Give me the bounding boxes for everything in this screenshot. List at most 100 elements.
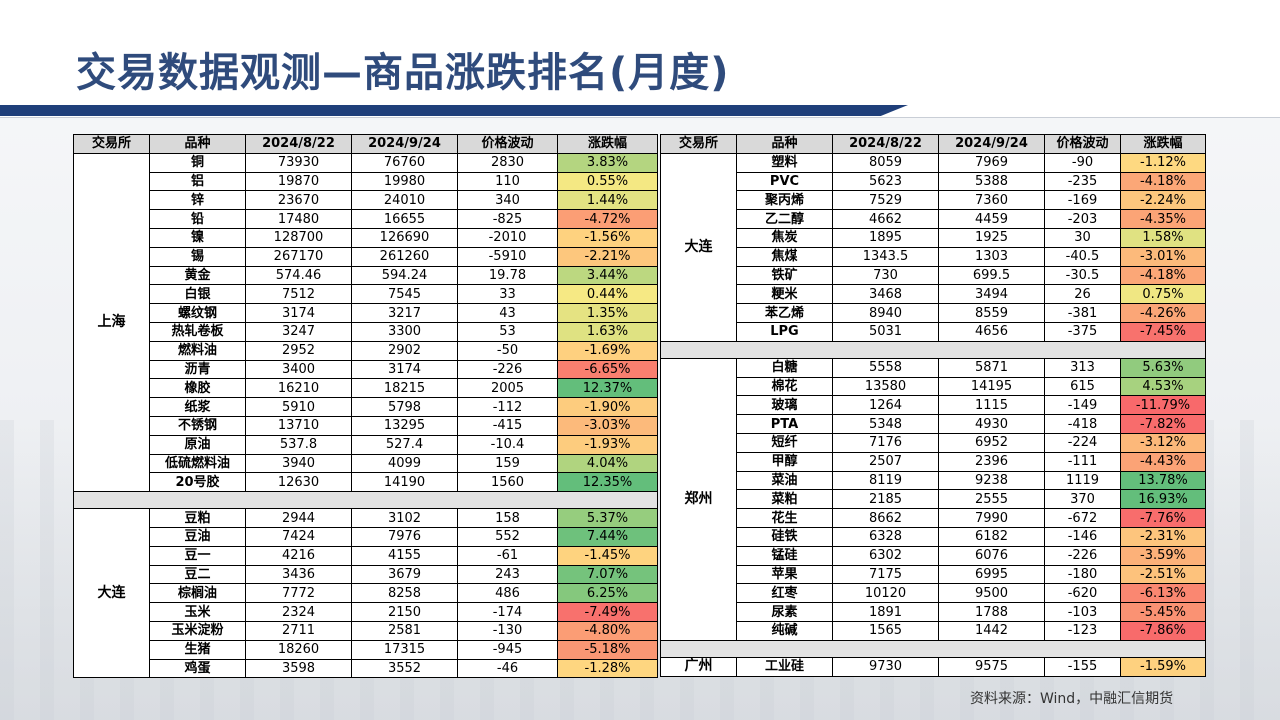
- group-separator-row: [73, 491, 658, 510]
- pct-change-cell: -5.45%: [1120, 602, 1206, 622]
- commodity-name-cell: 棕榈油: [149, 583, 246, 604]
- pct-change-cell: -7.86%: [1120, 620, 1206, 641]
- price-change-cell: 43: [457, 303, 558, 323]
- price-start-cell: 730: [832, 265, 939, 286]
- commodity-name-cell: 锡: [149, 246, 246, 267]
- pct-change-cell: -4.26%: [1120, 303, 1206, 323]
- price-end-cell: 6995: [938, 564, 1045, 585]
- price-end-cell: 18215: [351, 378, 458, 399]
- pct-change-cell: -4.72%: [557, 209, 658, 229]
- price-change-cell: 158: [457, 508, 558, 528]
- pct-change-cell: 1.58%: [1120, 227, 1206, 248]
- page-title: 交易数据观测—商品涨跌排名(月度): [76, 50, 730, 96]
- table-row: PVC 5623 5388 -235 -4.18%: [661, 171, 1206, 192]
- price-change-cell: 159: [457, 453, 558, 474]
- table-row: 苯乙烯 8940 8559 -381 -4.26%: [661, 303, 1206, 323]
- pct-change-cell: -7.82%: [1120, 414, 1206, 434]
- commodity-name-cell: 豆二: [149, 564, 246, 585]
- price-end-cell: 4930: [938, 414, 1045, 434]
- table-row: 镍 128700 126690 -2010 -1.56%: [74, 227, 658, 248]
- table-row: PTA 5348 4930 -418 -7.82%: [661, 414, 1206, 434]
- pct-change-cell: 4.53%: [1120, 376, 1206, 397]
- price-change-cell: -130: [457, 620, 558, 641]
- price-end-cell: 14195: [938, 376, 1045, 397]
- commodity-name-cell: 聚丙烯: [736, 190, 833, 211]
- commodity-name-cell: LPG: [736, 321, 833, 342]
- price-start-cell: 1891: [832, 602, 939, 622]
- table-row: 铁矿 730 699.5 -30.5 -4.18%: [661, 265, 1206, 286]
- separator-cell: [73, 491, 658, 510]
- pct-change-cell: -1.59%: [1120, 656, 1206, 677]
- price-end-cell: 2555: [938, 489, 1045, 510]
- commodity-name-cell: 锰硅: [736, 545, 833, 566]
- table-row: 螺纹钢 3174 3217 43 1.35%: [74, 303, 658, 323]
- exchange-cell: 广州: [660, 656, 737, 677]
- price-change-cell: -30.5: [1044, 265, 1121, 286]
- pct-change-cell: -1.69%: [557, 340, 658, 361]
- price-change-cell: -146: [1044, 526, 1121, 547]
- price-start-cell: 6302: [832, 545, 939, 566]
- table-row: 花生 8662 7990 -672 -7.76%: [661, 508, 1206, 528]
- table-row: 甲醇 2507 2396 -111 -4.43%: [661, 451, 1206, 472]
- table-row: 热轧卷板 3247 3300 53 1.63%: [74, 321, 658, 342]
- pct-change-cell: -7.76%: [1120, 508, 1206, 528]
- price-start-cell: 6328: [832, 526, 939, 547]
- price-change-cell: -61: [457, 545, 558, 566]
- price-end-cell: 2150: [351, 602, 458, 622]
- header-pct-change: 涨跌幅: [557, 134, 658, 154]
- price-end-cell: 2581: [351, 620, 458, 641]
- price-end-cell: 1303: [938, 246, 1045, 267]
- price-end-cell: 3300: [351, 321, 458, 342]
- price-change-cell: -5910: [457, 246, 558, 267]
- price-change-cell: -226: [1044, 545, 1121, 566]
- price-change-cell: -90: [1044, 152, 1121, 173]
- table-row: 上海铜 73930 76760 2830 3.83%: [73, 152, 658, 493]
- title-underline-bar: [0, 105, 908, 116]
- commodity-name-cell: 花生: [736, 508, 833, 528]
- header-date-start: 2024/8/22: [832, 134, 939, 154]
- price-end-cell: 699.5: [938, 265, 1045, 286]
- price-end-cell: 9238: [938, 470, 1045, 491]
- pct-change-cell: -4.80%: [557, 620, 658, 641]
- pct-change-cell: -1.45%: [557, 545, 658, 566]
- price-end-cell: 17315: [351, 639, 458, 660]
- price-change-cell: -418: [1044, 414, 1121, 434]
- commodity-name-cell: 红枣: [736, 583, 833, 604]
- header-pct-change: 涨跌幅: [1120, 134, 1206, 154]
- commodity-name-cell: 铝: [149, 171, 246, 192]
- commodity-name-cell: PVC: [736, 171, 833, 192]
- price-change-cell: -50: [457, 340, 558, 361]
- pct-change-cell: -7.49%: [557, 602, 658, 622]
- pct-change-cell: -2.51%: [1120, 564, 1206, 585]
- commodity-name-cell: 原油: [149, 434, 246, 455]
- commodity-name-cell: 燃料油: [149, 340, 246, 361]
- commodity-name-cell: 棉花: [736, 376, 833, 397]
- price-start-cell: 7772: [245, 583, 352, 604]
- price-start-cell: 3247: [245, 321, 352, 342]
- table-row: 20号胶 12630 14190 1560 12.35%: [74, 472, 658, 493]
- pct-change-cell: 13.78%: [1120, 470, 1206, 491]
- header-price-change: 价格波动: [457, 134, 558, 154]
- price-change-cell: -169: [1044, 190, 1121, 211]
- commodity-name-cell: 玉米淀粉: [149, 620, 246, 641]
- price-change-cell: 243: [457, 564, 558, 585]
- price-end-cell: 7969: [938, 152, 1045, 173]
- table-row: 沥青 3400 3174 -226 -6.65%: [74, 359, 658, 380]
- commodity-name-cell: 白银: [149, 284, 246, 305]
- table-header-row: 交易所 品种 2024/8/22 2024/9/24 价格波动 涨跌幅: [73, 134, 658, 154]
- table-row: 苹果 7175 6995 -180 -2.51%: [661, 564, 1206, 585]
- price-start-cell: 3174: [245, 303, 352, 323]
- table-row: 原油 537.8 527.4 -10.4 -1.93%: [74, 434, 658, 455]
- pct-change-cell: 7.44%: [557, 526, 658, 547]
- header-commodity: 品种: [149, 134, 246, 154]
- table-row: 粳米 3468 3494 26 0.75%: [661, 284, 1206, 305]
- pct-change-cell: -1.56%: [557, 227, 658, 248]
- price-change-cell: -235: [1044, 171, 1121, 192]
- commodity-name-cell: 乙二醇: [736, 209, 833, 229]
- table-header-row: 交易所 品种 2024/8/22 2024/9/24 价格波动 涨跌幅: [660, 134, 1206, 154]
- price-change-cell: -103: [1044, 602, 1121, 622]
- price-start-cell: 3436: [245, 564, 352, 585]
- price-end-cell: 19980: [351, 171, 458, 192]
- price-end-cell: 261260: [351, 246, 458, 267]
- table-row: 纸浆 5910 5798 -112 -1.90%: [74, 397, 658, 417]
